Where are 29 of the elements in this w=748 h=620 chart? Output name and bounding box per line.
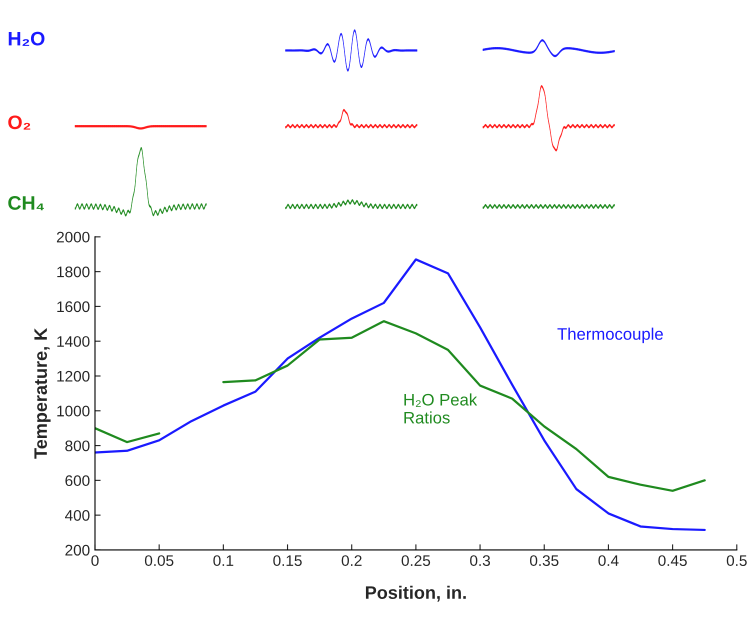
x-tick-label: 0.15 bbox=[273, 555, 302, 566]
y-axis-title: Temperature, K bbox=[34, 328, 51, 459]
text: H₂O bbox=[8, 32, 44, 46]
x-axis-title: Position, in. bbox=[366, 586, 466, 602]
x-tick-label: 0.2 bbox=[342, 555, 362, 566]
text: O₂ bbox=[8, 115, 30, 130]
y-tick-label: 1600 bbox=[57, 301, 90, 312]
series-label: H₂O Peak Ratios bbox=[404, 393, 478, 424]
y-tick-label: 1800 bbox=[57, 266, 90, 278]
x-tick-label: 0.05 bbox=[144, 555, 174, 566]
y-tick-label: 2000 bbox=[56, 232, 90, 243]
text: CH₄ bbox=[8, 196, 44, 210]
text: Thermocouple bbox=[557, 328, 663, 344]
x-tick-label: 0.45 bbox=[658, 555, 687, 566]
x-tick-label: 0 bbox=[91, 555, 99, 566]
x-tick-label: 0.3 bbox=[470, 555, 490, 566]
y-tick-label: 800 bbox=[65, 440, 90, 452]
y-tick-label: 200 bbox=[65, 544, 90, 556]
y-tick-label: 1000 bbox=[57, 406, 90, 416]
x-tick-label: 0.1 bbox=[213, 555, 234, 566]
y-tick-label: 1200 bbox=[57, 370, 90, 382]
y-tick-label: 400 bbox=[65, 510, 90, 521]
y-tick-label: 1400 bbox=[57, 336, 90, 347]
x-tick-label: 0.35 bbox=[530, 555, 558, 566]
y-tick-label: 600 bbox=[65, 475, 90, 486]
line-series bbox=[94, 258, 706, 532]
x-tick-label: 0.5 bbox=[726, 555, 747, 566]
x-tick-label: 0.4 bbox=[598, 555, 619, 566]
x-tick-label: 0.25 bbox=[402, 555, 430, 566]
